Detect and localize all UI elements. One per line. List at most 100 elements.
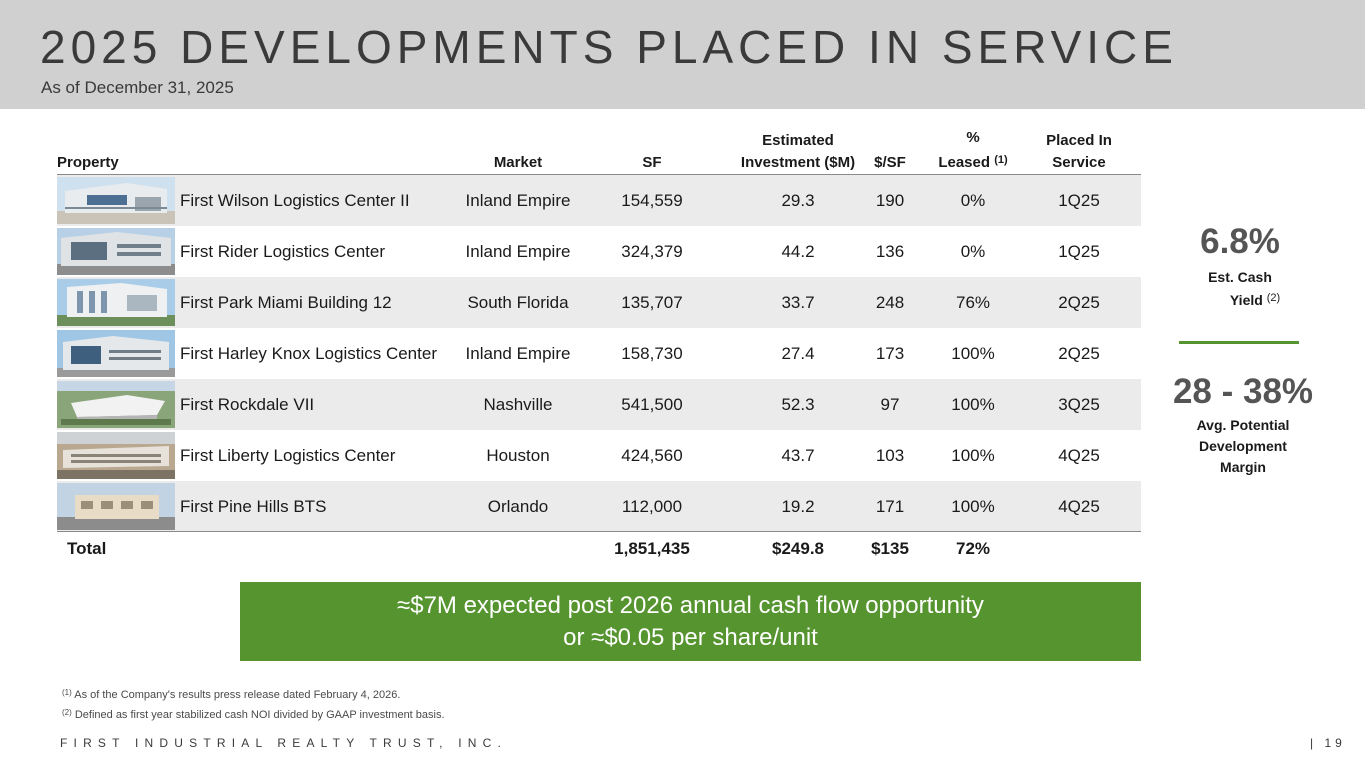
col-header-investment-line2: Investment ($M) (740, 154, 856, 171)
col-header-investment-line1: Estimated (762, 132, 834, 149)
company-name: FIRST INDUSTRIAL REALTY TRUST, INC. (60, 736, 508, 750)
property-photo (57, 228, 175, 275)
property-photo (57, 483, 175, 530)
cash-flow-banner: ≈$7M expected post 2026 annual cash flow… (240, 582, 1141, 661)
table-row: First Rockdale VII Nashville 541,500 52.… (57, 379, 1141, 430)
cell-placed: 3Q25 (1058, 394, 1100, 414)
table-header: Property Market SF Estimated Investment (… (57, 128, 1141, 174)
cell-leased: 100% (951, 445, 995, 465)
property-name: First Park Miami Building 12 (180, 293, 392, 312)
footnote-1: (1) As of the Company's results press re… (62, 684, 445, 704)
cell-investment: 43.7 (781, 445, 815, 465)
col-header-leased-line1: % (966, 129, 980, 146)
banner-line-2: or ≈$0.05 per share/unit (563, 623, 818, 651)
footnote-1-text: As of the Company's results press releas… (74, 689, 401, 701)
cell-sf: 135,707 (621, 292, 683, 312)
cell-sf: 424,560 (621, 445, 683, 465)
page-number: | 19 (1310, 736, 1346, 750)
property-photo (57, 279, 175, 326)
cell-investment: 52.3 (781, 394, 815, 414)
table-row: First Park Miami Building 12 South Flori… (57, 277, 1141, 328)
footnotes: (1) As of the Company's results press re… (62, 684, 445, 724)
property-name: First Rockdale VII (180, 395, 315, 414)
property-name: First Rider Logistics Center (180, 242, 386, 261)
cell-psf: 103 (875, 445, 905, 465)
cell-placed: 4Q25 (1058, 496, 1100, 516)
title-bar: 2025 DEVELOPMENTS PLACED IN SERVICE As o… (0, 0, 1365, 109)
property-name: First Wilson Logistics Center II (180, 191, 410, 210)
property-name: First Harley Knox Logistics Center (180, 344, 437, 363)
cell-psf: 248 (875, 292, 905, 312)
cell-leased: 76% (955, 292, 991, 312)
yield-label: Est. Cash Yield (2) (1180, 267, 1300, 311)
property-name: First Pine Hills BTS (180, 497, 327, 516)
property-photo (57, 330, 175, 377)
property-photo (57, 381, 175, 428)
cell-psf: 173 (875, 343, 905, 363)
cell-market: Houston (486, 445, 550, 465)
cell-sf: 158,730 (621, 343, 683, 363)
footnote-2-text: Defined as first year stabilized cash NO… (74, 709, 445, 721)
footnote-2: (2) Defined as first year stabilized cas… (62, 704, 445, 724)
cell-market: Inland Empire (465, 343, 571, 363)
cell-leased: 100% (951, 394, 995, 414)
margin-label-line2: Development (1199, 438, 1287, 454)
stats-divider (1179, 341, 1299, 344)
cell-psf: 136 (875, 241, 905, 261)
col-header-market: Market (493, 154, 543, 171)
total-leased: 72% (955, 539, 991, 558)
cell-investment: 44.2 (781, 241, 815, 261)
table-row: First Liberty Logistics Center Houston 4… (57, 430, 1141, 481)
developments-table: Property Market SF Estimated Investment (… (57, 128, 1141, 566)
property-photo (57, 432, 175, 479)
cell-market: Inland Empire (465, 190, 571, 210)
table-row: First Harley Knox Logistics Center Inlan… (57, 328, 1141, 379)
cell-sf: 541,500 (621, 394, 683, 414)
col-header-psf: $/SF (874, 154, 906, 171)
table-body: First Wilson Logistics Center II Inland … (57, 174, 1141, 532)
yield-label-line2: Yield (1229, 292, 1263, 308)
cell-leased: 0% (960, 241, 986, 261)
cell-sf: 154,559 (621, 190, 683, 210)
cell-investment: 33.7 (781, 292, 815, 312)
cell-placed: 1Q25 (1058, 241, 1100, 261)
col-header-placed: Placed In Service (1023, 130, 1135, 174)
margin-label-line3: Margin (1220, 459, 1266, 475)
yield-value: 6.8% (1200, 222, 1280, 261)
cell-placed: 4Q25 (1058, 445, 1100, 465)
cell-market: Orlando (487, 496, 549, 516)
table-total-row: Total 1,851,435 $249.8 $135 72% (57, 532, 1141, 566)
footnote-ref-1: (1) (994, 154, 1008, 166)
table-row: First Wilson Logistics Center II Inland … (57, 175, 1141, 226)
total-psf: $135 (871, 539, 909, 558)
col-header-leased: % Leased (1) (923, 127, 1023, 174)
margin-label: Avg. Potential Development Margin (1173, 415, 1313, 478)
cell-sf: 324,379 (621, 241, 683, 261)
footnote-1-mark: (1) (62, 688, 72, 697)
property-photo (57, 177, 175, 224)
table-row: First Pine Hills BTS Orlando 112,000 19.… (57, 481, 1141, 532)
cell-leased: 100% (951, 343, 995, 363)
cell-placed: 2Q25 (1058, 292, 1100, 312)
cell-placed: 1Q25 (1058, 190, 1100, 210)
cell-market: South Florida (467, 292, 569, 312)
page-subtitle: As of December 31, 2025 (41, 78, 234, 97)
yield-label-line1: Est. Cash (1208, 269, 1272, 285)
banner-line-1: ≈$7M expected post 2026 annual cash flow… (397, 591, 984, 619)
footnote-2-mark: (2) (62, 708, 72, 717)
col-header-property: Property (57, 154, 119, 171)
cell-investment: 27.4 (781, 343, 815, 363)
total-sf: 1,851,435 (614, 539, 690, 558)
cell-placed: 2Q25 (1058, 343, 1100, 363)
property-name: First Liberty Logistics Center (180, 446, 396, 465)
page-title: 2025 DEVELOPMENTS PLACED IN SERVICE (40, 21, 1178, 73)
total-investment: $249.8 (772, 539, 824, 558)
cell-sf: 112,000 (621, 496, 683, 516)
cell-investment: 29.3 (781, 190, 815, 210)
col-header-leased-line2: Leased (938, 154, 991, 171)
cell-psf: 171 (875, 496, 905, 516)
cell-market: Nashville (483, 394, 553, 414)
cell-leased: 100% (951, 496, 995, 516)
footnote-ref-2: (2) (1266, 292, 1281, 304)
cell-investment: 19.2 (781, 496, 815, 516)
